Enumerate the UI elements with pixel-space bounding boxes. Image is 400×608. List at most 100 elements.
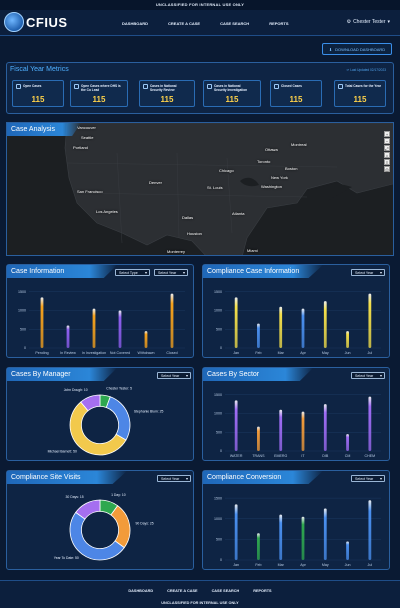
bar[interactable] bbox=[346, 331, 349, 348]
home-button[interactable]: ⌂ bbox=[384, 152, 390, 158]
bar[interactable] bbox=[66, 325, 70, 349]
metric-closed-cases[interactable]: Closed Cases 115 bbox=[270, 80, 322, 107]
bar[interactable] bbox=[301, 516, 305, 560]
slice-label: 1 Day: 10 bbox=[111, 493, 126, 497]
footer-dashboard[interactable]: DASHBOARD bbox=[128, 589, 154, 593]
city-label: Los Angeles bbox=[96, 209, 118, 214]
bar[interactable] bbox=[118, 310, 122, 349]
bar[interactable] bbox=[92, 308, 96, 348]
nav-dashboard[interactable]: DASHBOARD bbox=[122, 20, 148, 26]
bar[interactable] bbox=[234, 297, 238, 348]
bar[interactable] bbox=[279, 514, 283, 560]
y-tick-label: 0 bbox=[24, 346, 26, 350]
bar[interactable] bbox=[234, 504, 238, 560]
footer-links: DASHBOARD CREATE A CASE CASE SEARCH REPO… bbox=[0, 589, 400, 593]
y-tick-label: 1500 bbox=[18, 290, 26, 294]
x-tick-label: Mar bbox=[278, 351, 285, 355]
select-year-dropdown[interactable]: Select Year bbox=[351, 269, 385, 276]
by-manager-title: Cases By Manager bbox=[7, 368, 117, 381]
select-year-dropdown[interactable]: Select Year bbox=[157, 475, 191, 482]
y-tick-label: 500 bbox=[216, 538, 222, 542]
pie-slice[interactable] bbox=[110, 505, 131, 549]
footer-reports[interactable]: REPORTS bbox=[253, 589, 272, 593]
case-analysis-map[interactable]: Vancouver Seattle Portland Ottawa Montre… bbox=[6, 122, 394, 256]
slice-label: Year To Date: 50 bbox=[54, 556, 79, 560]
bar[interactable] bbox=[323, 404, 327, 451]
select-type-dropdown[interactable]: Select Type bbox=[115, 269, 150, 276]
metric-dhs-colead[interactable]: Open Cases where DHS is the Co Lead 115 bbox=[70, 80, 128, 107]
user-menu[interactable]: ⚙ Chester Tester ▾ bbox=[347, 19, 390, 25]
zoom-in-button[interactable]: + bbox=[384, 131, 390, 137]
bar[interactable] bbox=[257, 426, 260, 451]
bar[interactable] bbox=[346, 541, 349, 560]
select-year-dropdown[interactable]: Select Year bbox=[157, 372, 191, 379]
bar[interactable] bbox=[234, 400, 238, 451]
logo[interactable]: CFIUS bbox=[4, 12, 68, 32]
last-updated: ⟳ Last Updated 02/17/2023 bbox=[346, 68, 386, 72]
pie-slice[interactable] bbox=[75, 499, 101, 520]
city-label: Ottawa bbox=[265, 147, 278, 152]
bar[interactable] bbox=[323, 301, 327, 348]
y-tick-label: 1000 bbox=[214, 517, 222, 521]
metric-ns-review[interactable]: Cases in National Security Review 115 bbox=[139, 80, 195, 107]
x-tick-label: Mar bbox=[278, 563, 285, 567]
conversion-panel: Compliance Conversion Select Year 0 500 10… bbox=[202, 470, 390, 570]
pie-slice[interactable] bbox=[105, 396, 131, 441]
bar[interactable] bbox=[257, 533, 260, 560]
select-year-dropdown[interactable]: Select Year bbox=[351, 372, 385, 379]
bar[interactable] bbox=[323, 508, 327, 560]
locate-button[interactable]: ◎ bbox=[384, 166, 390, 172]
site-visits-title: Compliance Site Visits bbox=[7, 471, 127, 484]
x-tick-label: Jan bbox=[233, 563, 239, 567]
bar[interactable] bbox=[368, 293, 372, 348]
city-label: Miami bbox=[247, 248, 258, 253]
chevron-down-icon: ▾ bbox=[387, 19, 390, 25]
footer-case-search[interactable]: CASE SEARCH bbox=[211, 589, 240, 593]
metric-total-cases[interactable]: Total Cases for the Year 115 bbox=[334, 80, 386, 107]
layers-button[interactable]: ≡ bbox=[384, 159, 390, 165]
metric-open-cases[interactable]: Open Cases 115 bbox=[12, 80, 64, 107]
case-info-panel: Case Information Select Type Select Year… bbox=[6, 264, 194, 358]
fullscreen-button[interactable]: ⤢ bbox=[384, 145, 390, 151]
fiscal-title: Fiscal Year Metrics bbox=[10, 66, 69, 73]
bar[interactable] bbox=[346, 434, 349, 451]
bar[interactable] bbox=[170, 293, 174, 348]
download-dashboard-button[interactable]: ⬇ DOWNLOAD DASHBOARD bbox=[322, 43, 392, 55]
nav-create-case[interactable]: CREATE A CASE bbox=[168, 20, 201, 26]
by-sector-panel: Cases By Sector Select Year 0 500 1000 1500… bbox=[202, 367, 390, 461]
nav-case-search[interactable]: CASE SEARCH bbox=[220, 20, 250, 26]
folder-icon bbox=[74, 84, 79, 89]
zoom-out-button[interactable]: − bbox=[384, 138, 390, 144]
footer-classification-banner: UNCLASSIFIED FOR INTERNAL USE ONLY bbox=[161, 601, 239, 605]
bar[interactable] bbox=[368, 500, 372, 560]
select-year-dropdown[interactable]: Select Year bbox=[154, 269, 188, 276]
classification-banner: UNCLASSIFIED FOR INTERNAL USE ONLY bbox=[0, 0, 400, 10]
x-tick-label: Not Covered bbox=[110, 351, 130, 355]
slice-label: Stephanie Blum: 25 bbox=[134, 410, 164, 414]
compliance-info-panel: Compliance Case Information Select Year … bbox=[202, 264, 390, 358]
bar[interactable] bbox=[301, 308, 305, 348]
case-info-title: Case Information bbox=[7, 265, 117, 278]
bar[interactable] bbox=[301, 411, 305, 451]
y-tick-label: 1000 bbox=[214, 412, 222, 416]
x-tick-label: CM bbox=[345, 454, 351, 458]
select-year-dropdown[interactable]: Select Year bbox=[351, 475, 385, 482]
bar[interactable] bbox=[40, 297, 44, 348]
bar[interactable] bbox=[368, 396, 372, 451]
slice-label: Michael Barnett: 50 bbox=[48, 450, 77, 454]
footer-create-case[interactable]: CREATE A CASE bbox=[167, 589, 198, 593]
bar[interactable] bbox=[257, 323, 260, 348]
metric-ns-investigation[interactable]: Cases in National Security Investigation… bbox=[203, 80, 261, 107]
bar[interactable] bbox=[279, 409, 283, 451]
nav-reports[interactable]: REPORTS bbox=[269, 20, 289, 26]
by-sector-chart: 0 500 1000 1500 WATER TRANS EMERG IT DIB CM CHEM bbox=[214, 393, 381, 458]
y-tick-label: 0 bbox=[220, 346, 222, 350]
bar[interactable] bbox=[144, 331, 148, 348]
pie-slice[interactable] bbox=[80, 394, 101, 412]
folder-icon bbox=[274, 84, 279, 89]
x-tick-label: In Investigation bbox=[82, 351, 106, 355]
seal-icon bbox=[4, 12, 24, 32]
y-tick-label: 500 bbox=[216, 430, 222, 434]
download-label: DOWNLOAD DASHBOARD bbox=[335, 46, 386, 52]
bar[interactable] bbox=[279, 306, 283, 348]
